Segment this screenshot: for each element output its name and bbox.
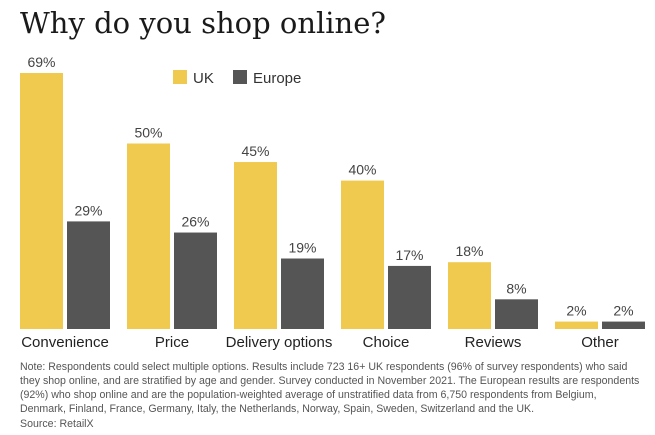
bar-uk-choice <box>341 180 384 329</box>
legend-label-uk: UK <box>193 70 214 87</box>
data-label-europe-convenience: 29% <box>74 202 102 218</box>
chart-source: Source: RetailX <box>20 418 94 430</box>
bar-europe-reviews <box>495 299 538 329</box>
data-label-uk-price: 50% <box>134 124 162 140</box>
x-tick-label: Other <box>581 334 619 351</box>
chart-title: Why do you shop online? <box>20 6 386 40</box>
chart-note: Note: Respondents could select multiple … <box>20 361 640 415</box>
data-label-europe-choice: 17% <box>395 247 423 263</box>
bar-uk-convenience <box>20 73 63 329</box>
bar-uk-reviews <box>448 262 491 329</box>
bar-europe-other <box>602 321 645 329</box>
bar-europe-price <box>174 232 217 329</box>
bar-uk-other <box>555 321 598 329</box>
data-label-uk-choice: 40% <box>348 162 376 178</box>
bar-europe-delivery-options <box>281 258 324 329</box>
data-label-europe-reviews: 8% <box>506 280 526 296</box>
legend-swatch-uk <box>173 70 187 84</box>
bar-uk-delivery-options <box>234 162 277 329</box>
data-label-europe-price: 26% <box>181 214 209 230</box>
data-label-uk-convenience: 69% <box>27 54 55 70</box>
data-label-uk-delivery-options: 45% <box>241 143 269 159</box>
data-label-uk-reviews: 18% <box>455 243 483 259</box>
bar-uk-price <box>127 143 170 329</box>
x-tick-label: Choice <box>363 334 410 351</box>
bar-europe-convenience <box>67 221 110 329</box>
data-label-europe-delivery-options: 19% <box>288 240 316 256</box>
x-tick-label: Price <box>155 334 189 351</box>
x-tick-label: Reviews <box>465 334 522 351</box>
bar-europe-choice <box>388 265 431 329</box>
x-tick-label: Delivery options <box>226 334 333 351</box>
data-label-europe-other: 2% <box>613 303 633 319</box>
legend-label-europe: Europe <box>253 70 301 87</box>
x-tick-label: Convenience <box>21 334 109 351</box>
legend-swatch-europe <box>233 70 247 84</box>
data-label-uk-other: 2% <box>566 303 586 319</box>
